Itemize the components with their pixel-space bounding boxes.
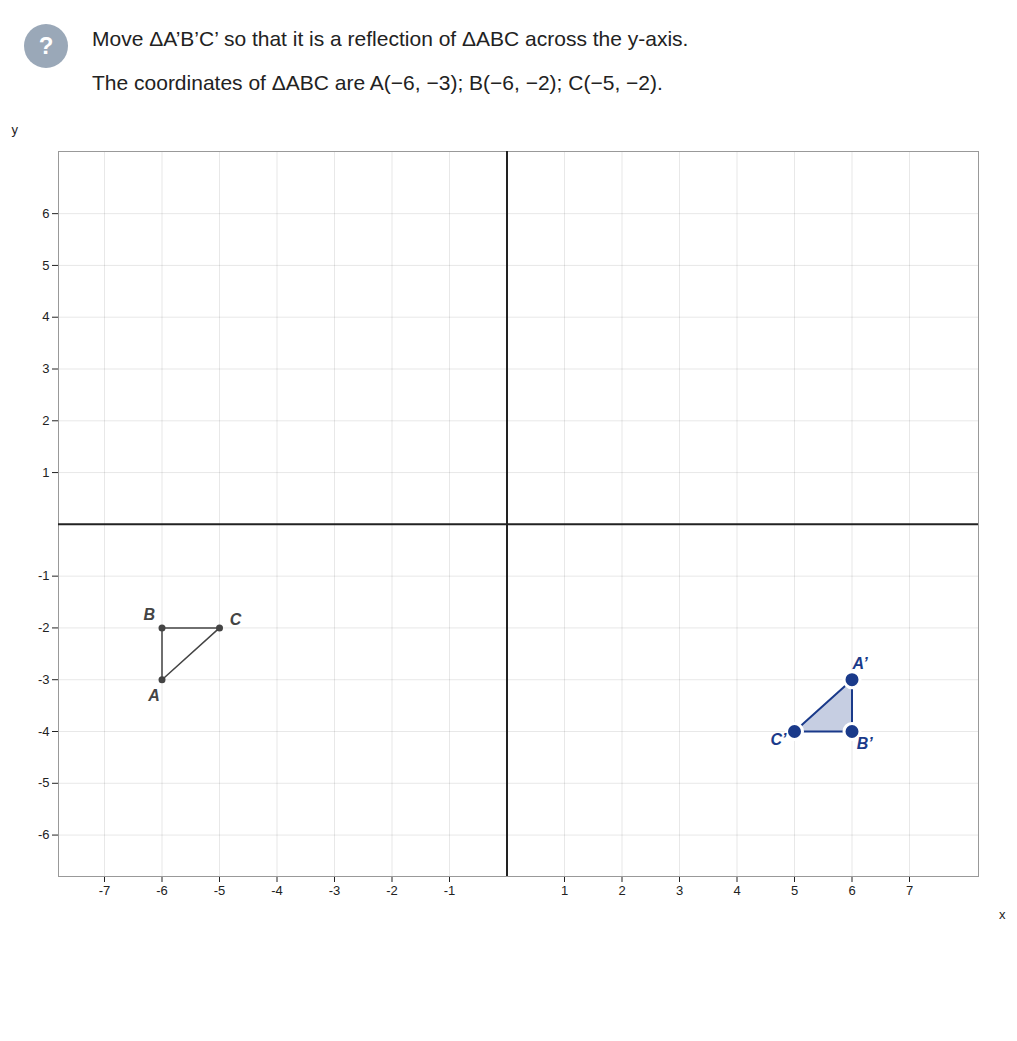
- svg-text:-2: -2: [38, 620, 50, 635]
- svg-text:1: 1: [561, 883, 568, 898]
- svg-text:3: 3: [676, 883, 683, 898]
- svg-text:y: y: [12, 122, 19, 137]
- svg-text:7: 7: [906, 883, 913, 898]
- svg-text:4: 4: [733, 883, 740, 898]
- svg-text:6: 6: [848, 883, 855, 898]
- svg-text:-4: -4: [38, 724, 50, 739]
- html-text:Move ΔA’B’C’ so that it is a r: Move ΔA’B’C’ so that it is a reflection …: [92, 27, 689, 50]
- svg-text:-7: -7: [99, 883, 111, 898]
- svg-text:-3: -3: [38, 672, 50, 687]
- svg-text:-3: -3: [329, 883, 341, 898]
- svg-text:C’: C’: [770, 731, 787, 748]
- svg-text:5: 5: [42, 257, 49, 272]
- svg-text:B: B: [143, 606, 155, 623]
- svg-text:2: 2: [618, 883, 625, 898]
- svg-text:x: x: [999, 906, 1006, 921]
- svg-text:C: C: [230, 611, 242, 628]
- svg-text:6: 6: [42, 206, 49, 221]
- svg-text:-5: -5: [38, 775, 50, 790]
- svg-text:-6: -6: [38, 827, 50, 842]
- svg-text:-2: -2: [386, 883, 398, 898]
- svg-text:3: 3: [42, 361, 49, 376]
- svg-text:B’: B’: [857, 735, 874, 752]
- svg-text:5: 5: [791, 883, 798, 898]
- html-text:The coordinates of ΔABC are A(: The coordinates of ΔABC are A(−6, −3); B…: [92, 71, 663, 95]
- svg-text:-5: -5: [214, 883, 226, 898]
- svg-text:A’: A’: [851, 655, 868, 672]
- svg-text:A: A: [147, 687, 160, 704]
- svg-text:2: 2: [42, 413, 49, 428]
- svg-text:4: 4: [42, 309, 49, 324]
- svg-text:-6: -6: [156, 883, 168, 898]
- svg-text:-1: -1: [444, 883, 456, 898]
- svg-text:-4: -4: [271, 883, 283, 898]
- svg-text:1: 1: [42, 465, 49, 480]
- svg-text:-1: -1: [38, 568, 50, 583]
